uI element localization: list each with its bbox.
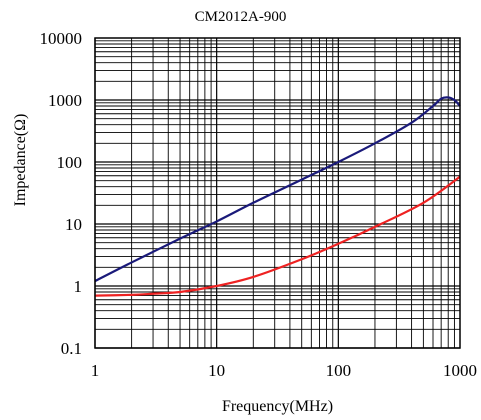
y-tick-label: 1 [74, 277, 83, 296]
series-line-2 [94, 175, 461, 297]
x-tick-label: 10 [208, 361, 225, 380]
series-layer [94, 96, 461, 297]
x-tick-label: 1000 [443, 361, 477, 380]
y-tick-label: 1000 [48, 91, 82, 110]
plot-frame [94, 37, 461, 349]
x-tick-label: 100 [326, 361, 352, 380]
chart-title: CM2012A-900 [194, 9, 287, 25]
y-tick-label: 0.1 [61, 339, 82, 358]
y-tick-label: 10000 [40, 29, 83, 48]
y-axis-label: Impedance(Ω) [12, 113, 29, 207]
x-axis-label: Frequency(MHz) [221, 398, 334, 415]
x-tick-label: 1 [91, 361, 100, 380]
y-tick-label: 100 [57, 153, 83, 172]
tick-layer: 1 10 100 1000 0.1 1 10 100 1000 10000 [40, 29, 478, 380]
grid-layer [94, 38, 460, 349]
series-line-1 [94, 96, 461, 283]
y-tick-label: 10 [65, 215, 82, 234]
